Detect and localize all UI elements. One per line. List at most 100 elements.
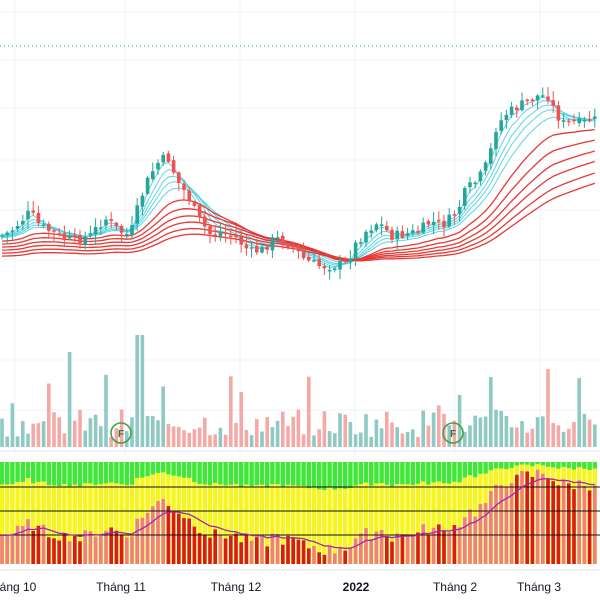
volume-bar [312,435,316,447]
candle-body [41,224,46,227]
osc-red-bar [369,539,373,564]
volume-bar [400,433,405,447]
volume-bar [244,430,249,447]
candle-body [197,205,202,217]
candle-body [99,227,103,229]
osc-green-bar [306,462,311,489]
osc-red-bar [561,479,566,564]
candle-body [322,266,327,269]
volume-marker-label: F [450,429,456,440]
candle-body [130,225,134,236]
osc-bg-bar [244,462,249,564]
osc-green-bar [519,462,525,465]
candle-body [229,235,233,237]
candle-body [234,234,238,238]
volume-bar [296,409,301,447]
volume-bar [203,417,207,447]
osc-green-bar [379,462,384,484]
candle-body [192,202,197,206]
osc-bg-bar [343,462,348,564]
candle-body [31,210,35,213]
osc-red-bar [572,489,576,564]
volume-bar [0,418,4,447]
osc-bg-bar [400,462,405,564]
osc-red-bar [187,518,191,564]
candle-body [535,95,540,101]
osc-green-bar [192,462,197,483]
volume-bar [301,434,306,447]
osc-green-bar [582,462,587,469]
osc-green-bar [25,462,31,478]
candle-body [281,235,285,245]
volume-bar [416,436,420,447]
osc-green-bar [363,462,369,483]
osc-red-bar [379,529,384,564]
volume-bars [0,335,597,447]
volume-bar [535,417,540,447]
candle-body [182,183,186,190]
osc-bg-bar [119,462,124,564]
volume-bar [353,434,358,447]
candle-body [463,188,467,206]
osc-green-bar [218,462,223,485]
osc-red-bar [473,516,477,564]
osc-red-bar [520,470,524,564]
osc-bg-bar [114,462,119,564]
candle-body [52,230,56,232]
osc-green-bar [114,462,119,484]
osc-red-bar [67,541,72,564]
osc-bg-bar [301,462,306,564]
osc-green-bar [504,462,509,470]
osc-red-bar [556,485,561,564]
osc-green-bar [207,462,213,486]
osc-bg-bar [109,462,114,564]
candle-body [520,100,524,111]
osc-red-bar [301,540,306,564]
osc-red-bar [270,533,275,564]
candle-body [244,244,249,249]
osc-red-bar [322,554,327,564]
osc-red-bar [249,540,254,564]
volume-bar [10,403,15,447]
candle-body [78,234,82,244]
osc-green-bar [577,462,582,468]
x-tick-label: Tháng 3 [517,580,561,594]
volume-bar [83,430,87,447]
osc-red-bar [442,530,446,564]
osc-red-bar [156,501,160,564]
osc-red-bar [421,524,425,564]
osc-green-bar [155,462,161,473]
osc-green-bar [509,462,514,468]
osc-red-bar [260,535,264,564]
volume-bar [395,427,399,447]
osc-red-bar [213,529,217,564]
volume-bar [255,419,259,447]
osc-red-bar [364,528,368,564]
volume-bar [99,426,103,447]
osc-bg-bar [431,462,436,564]
osc-red-bar [416,532,420,564]
osc-green-bar [343,462,348,489]
osc-red-bar [78,541,82,564]
candle-body [551,100,555,106]
x-axis: áng 10 Tháng 11 Tháng 12 2022 Tháng 2 Tháng 3 [0,569,600,594]
osc-red-bar [161,499,165,564]
volume-bar [572,421,576,447]
osc-green-bar [119,462,124,485]
osc-red-bar [327,546,332,564]
osc-red-bar [130,536,134,564]
volume-marker-circle [442,422,464,444]
volume-bar [499,410,503,447]
osc-green-bar [270,462,275,485]
osc-red-bar [411,536,415,564]
osc-red-bar [31,530,35,564]
osc-green-bar [337,462,343,489]
osc-red-bar [494,484,498,564]
osc-green-bar [322,462,327,491]
osc-red-bar [385,536,389,564]
osc-bg-bar [176,462,181,564]
osc-bg-bar [363,462,369,564]
osc-green-bar [166,462,171,475]
osc-green-bar [67,462,72,487]
candle-body [177,172,181,183]
